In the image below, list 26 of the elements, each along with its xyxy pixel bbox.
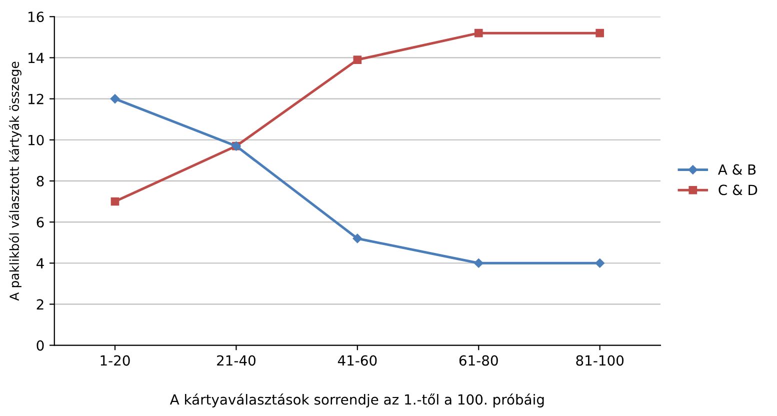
y-tick-label: 6 [36,217,44,228]
point [595,258,604,268]
point [474,258,484,268]
x-tick-label: 21-40 [217,355,256,366]
point [474,28,483,38]
point [353,56,362,64]
point [110,94,120,104]
point [596,28,604,38]
y-tick-label: 10 [28,134,44,146]
y-tick-label: 8 [36,176,44,186]
point [352,234,362,244]
y-tick-label: 12 [28,94,44,104]
point [110,197,120,206]
x-axis-title: A kártyaválasztások sorrendje az 1.-től a 100. próbáig [170,393,544,408]
y-tick-label: 4 [36,258,44,268]
x-tick-label: 61-80 [459,355,498,366]
x-tick-label: 1-20 [100,355,130,366]
x-tick-label: 81-100 [576,355,624,366]
y-axis-title: A paklikból választott kártyák összege [8,62,22,301]
x-tick-label: 41-60 [338,355,377,366]
y-tick-label: 16 [28,12,44,22]
y-tick-label: 0 [36,340,44,351]
legend-label: A & B [718,164,756,175]
y-tick-label: 14 [28,52,44,63]
y-tick-label: 2 [36,299,44,310]
legend-label: C & D [718,184,758,196]
